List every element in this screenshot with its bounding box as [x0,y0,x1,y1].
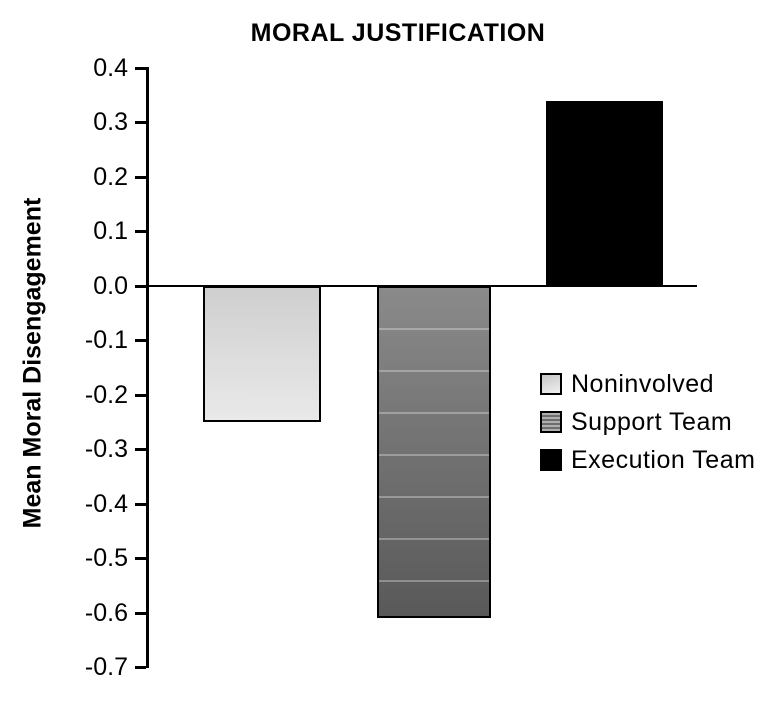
y-tick-mark [135,121,146,125]
y-tick-label: 0.4 [93,54,128,82]
y-tick-label: -0.2 [84,380,128,409]
legend-label: Execution Team [571,445,756,474]
legend: Noninvolved Support Team Execution Team [540,369,756,485]
y-tick-label: 0.1 [93,217,128,246]
y-tick-mark [135,448,146,452]
y-tick-label: -0.3 [84,435,128,464]
y-tick-label: -0.4 [84,489,128,518]
y-tick-mark [135,175,146,179]
y-tick-mark [135,67,146,70]
legend-item: Noninvolved [540,369,755,398]
legend-item: Execution Team [540,445,756,474]
legend-swatch-light-gray-gradient [540,373,562,395]
y-tick-mark [135,502,146,506]
y-tick-mark [135,339,146,343]
y-tick-label: -0.5 [84,544,128,573]
y-tick-mark [135,230,146,234]
bar-execution-team [546,100,663,286]
y-tick-mark [135,557,146,561]
bar-support-team [377,285,491,618]
bar-noninvolved [203,285,321,422]
legend-item: Support Team [540,407,755,436]
legend-label: Support Team [571,407,733,436]
legend-swatch-black-solid [540,449,562,471]
chart-title: MORAL JUSTIFICATION [250,19,546,47]
y-axis-label: Mean Moral Disengagement [18,197,47,529]
y-axis-line [146,67,149,668]
y-tick-mark [135,611,146,615]
legend-swatch-gray-striped [540,411,562,433]
y-tick-mark [135,666,146,669]
y-tick-label: -0.7 [84,653,128,681]
y-tick-label: 0.3 [93,108,128,137]
y-tick-label: 0.2 [93,162,128,191]
legend-label: Noninvolved [571,369,715,398]
y-tick-mark [135,284,146,288]
y-tick-mark [135,393,146,397]
y-tick-label: 0.0 [93,271,128,300]
y-tick-label: -0.1 [84,326,128,355]
y-tick-label: -0.6 [84,598,128,627]
